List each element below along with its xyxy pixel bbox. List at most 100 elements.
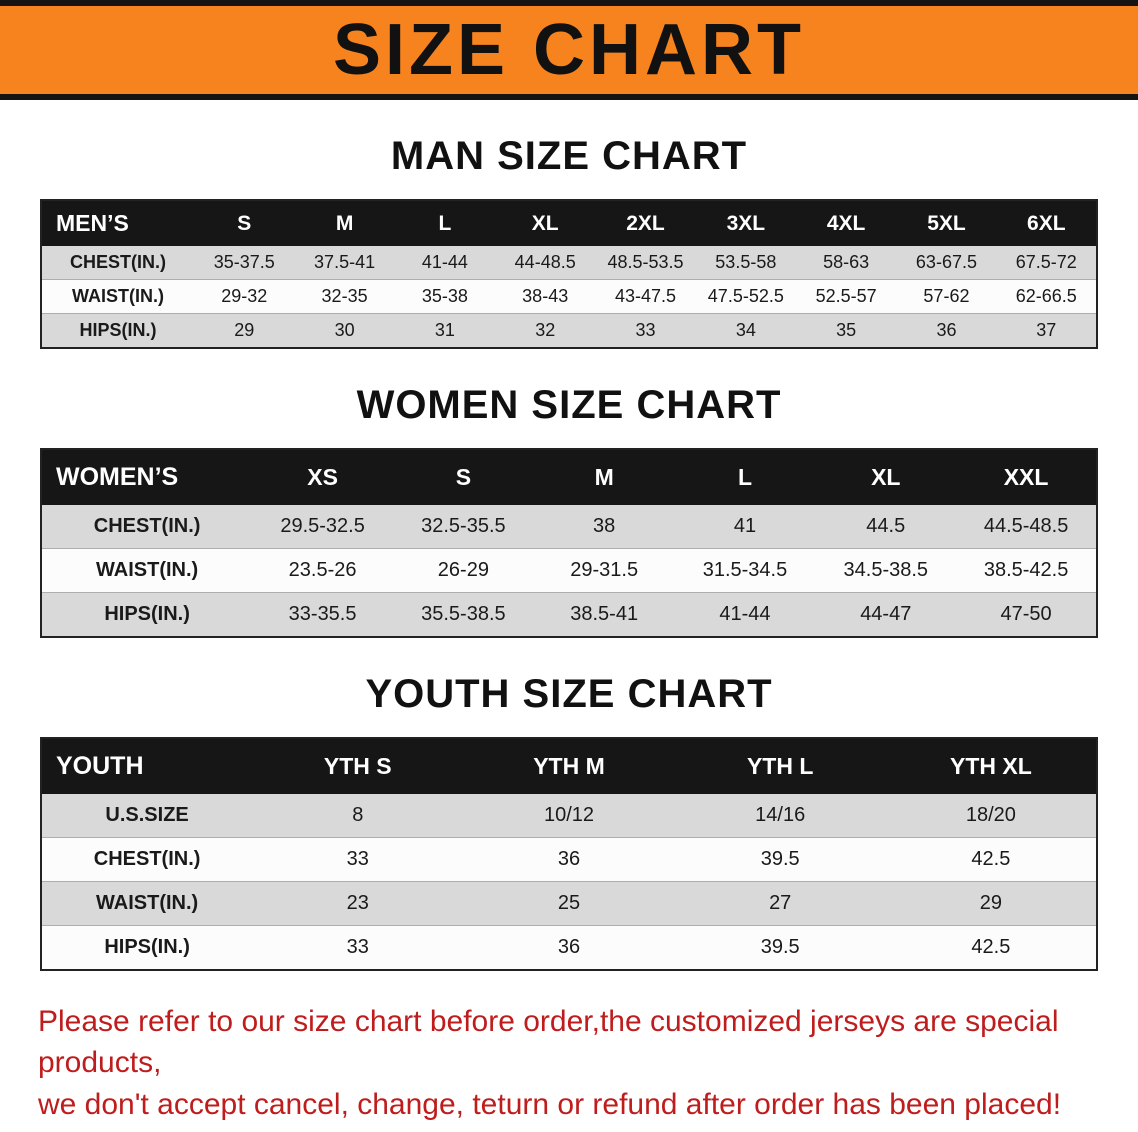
women-size-chart-section: WOMEN SIZE CHART WOMEN’S XS S M L XL XXL CHEST(… [0,383,1138,638]
size-value: 29-32 [221,286,268,306]
table-row: HIPS(IN.) 33-35.5 35.5-38.5 38.5-41 41-44 44-… [41,592,1097,637]
table-row: CHEST(IN.) 35-37.5 37.5-41 41-44 44-48.5 48.5… [41,246,1097,280]
size-value: 67.5-72 [1015,252,1077,272]
size-column-header: YTH S [252,738,464,794]
table-row: WAIST(IN.) 29-32 32-35 35-38 38-43 43-47.5 47.… [41,279,1097,314]
size-value: 38 [593,515,616,537]
size-value: 33 [346,848,369,870]
size-value: 43-47.5 [614,286,677,306]
size-value: 44.5-48.5 [983,515,1069,537]
mens-size-table: MEN’S S M L XL 2XL 3XL 4XL 5XL 6XL CHEST(IN.) 35-37… [40,199,1098,349]
size-value: 29 [234,320,255,340]
size-column-header: YTH XL [885,738,1097,794]
disclaimer-line-2: we don't accept cancel, change, teturn o… [38,1087,1062,1121]
size-value: 39.5 [760,936,800,958]
size-value: 62-66.5 [1015,286,1077,306]
size-value: 8 [352,804,364,826]
header-row: WOMEN’S XS S M L XL XXL [41,449,1097,505]
size-value: 25 [557,892,581,914]
size-value: 31 [434,320,455,340]
table-row: HIPS(IN.) 33 36 39.5 42.5 [41,925,1097,970]
page-title: SIZE CHART [333,10,805,90]
size-value: 29 [979,892,1003,914]
size-value: 34.5-38.5 [843,559,929,581]
womens-size-table: WOMEN’S XS S M L XL XXL CHEST(IN.) 29.5-32.5 32.5… [40,448,1098,638]
size-value: 42.5 [971,936,1011,958]
table-corner-label: MEN’S [41,200,195,246]
size-column-header: 4XL [795,200,897,246]
size-value: 33 [635,320,656,340]
size-chart-banner: SIZE CHART [0,0,1138,100]
size-column-header: L [394,200,496,246]
size-column-header: M [294,200,395,246]
size-value: 57-62 [923,286,970,306]
size-value: 26-29 [437,559,489,581]
size-value: 44-47 [860,603,912,625]
row-label: WAIST(IN.) [95,559,199,581]
size-value: 48.5-53.5 [607,252,684,272]
size-column-header: S [194,200,295,246]
size-value: 29.5-32.5 [280,515,365,537]
table-row: CHEST(IN.) 29.5-32.5 32.5-35.5 38 41 44.5 44.5… [41,505,1097,549]
size-value: 41-44 [719,603,771,625]
size-value: 32 [535,320,556,340]
size-value: 23 [346,892,369,914]
youth-size-chart-section: YOUTH SIZE CHART YOUTH YTH S YTH M YTH L YTH… [0,672,1138,971]
size-value: 52.5-57 [815,286,877,306]
table-corner-label: WOMEN’S [41,449,253,505]
man-size-chart-section: MAN SIZE CHART MEN’S S M L XL 2XL 3XL 4XL 5XL 6XL… [0,134,1138,349]
size-column-header: 2XL [595,200,696,246]
header-row: YOUTH YTH S YTH M YTH L YTH XL [41,738,1097,794]
table-row: HIPS(IN.) 29 30 31 32 33 34 35 36 37 [41,313,1097,348]
youth-size-chart-heading: YOUTH SIZE CHART [365,672,773,716]
size-value: 32.5-35.5 [421,515,506,537]
size-value: 23.5-26 [288,559,357,581]
size-column-header: 5XL [896,200,997,246]
size-value: 41-44 [421,252,468,272]
row-label: HIPS(IN.) [104,603,190,625]
table-row: WAIST(IN.) 23 25 27 29 [41,881,1097,926]
size-column-header: S [392,449,534,505]
size-value: 38.5-42.5 [983,559,1069,581]
size-value: 10/12 [543,804,595,826]
size-charts: MAN SIZE CHART MEN’S S M L XL 2XL 3XL 4XL 5XL 6XL… [0,134,1138,971]
disclaimer-line-1: Please refer to our size chart before or… [38,1005,1059,1080]
header-row: MEN’S S M L XL 2XL 3XL 4XL 5XL 6XL [41,200,1097,246]
row-label: HIPS(IN.) [104,936,190,958]
order-disclaimer: Please refer to our size chart before or… [38,1001,1100,1125]
row-label: CHEST(IN.) [70,252,167,272]
size-value: 42.5 [971,848,1011,870]
size-value: 27 [769,892,792,914]
row-label: WAIST(IN.) [72,286,165,306]
table-row: U.S.SIZE 8 10/12 14/16 18/20 [41,794,1097,838]
size-value: 30 [334,320,355,340]
row-label: U.S.SIZE [105,804,189,826]
size-value: 14/16 [755,804,806,826]
size-column-header: XL [495,200,596,246]
size-column-header: M [533,449,675,505]
size-value: 34 [735,320,756,340]
size-value: 32-35 [321,286,368,306]
size-value: 47-50 [1000,603,1052,625]
size-value: 35-38 [421,286,468,306]
size-value: 63-67.5 [915,252,977,272]
size-value: 39.5 [760,848,800,870]
size-value: 38.5-41 [570,603,639,625]
size-value: 47.5-52.5 [707,286,784,306]
size-value: 29-31.5 [570,559,639,581]
table-corner-label: YOUTH [41,738,253,794]
size-column-header: XS [252,449,393,505]
size-value: 33 [346,936,369,958]
size-value: 41 [733,515,757,537]
size-value: 36 [936,320,957,340]
size-value: 58-63 [823,252,870,272]
row-label: CHEST(IN.) [93,515,201,537]
size-column-header: 3XL [695,200,796,246]
size-column-header: YTH M [463,738,675,794]
row-label: CHEST(IN.) [93,848,201,870]
size-column-header: YTH L [674,738,886,794]
size-value: 35.5-38.5 [421,603,506,625]
size-value: 53.5-58 [715,252,777,272]
size-value: 35 [836,320,857,340]
size-value: 38-43 [522,286,569,306]
